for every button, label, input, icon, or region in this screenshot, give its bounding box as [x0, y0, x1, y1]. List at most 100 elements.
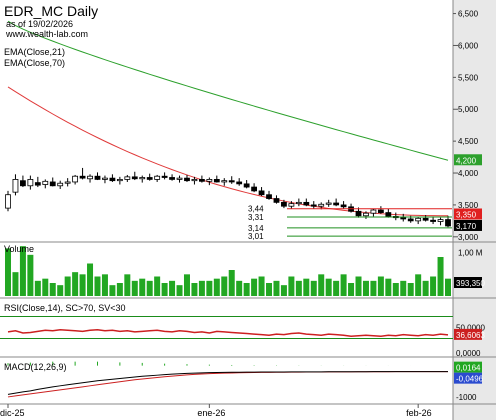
candle-body: [131, 176, 138, 180]
volume-bar: [198, 280, 205, 296]
candle-body: [213, 179, 220, 183]
volume-bar: [19, 246, 26, 296]
candle-body: [310, 204, 317, 207]
volume-bar: [87, 263, 94, 296]
rsi-line: [7, 328, 449, 338]
candle-body: [221, 180, 228, 183]
rsi-tick-label: 50,0000: [456, 324, 485, 333]
candle-body: [139, 177, 146, 180]
volume-bar: [213, 278, 220, 296]
volume-bar: [258, 276, 265, 296]
volume-bar: [27, 254, 34, 296]
volume-bar: [370, 280, 377, 296]
last-price-badge: 3,350: [456, 210, 477, 219]
candle-body: [273, 198, 280, 203]
price-minor-tick-label: 3,500: [458, 201, 479, 210]
macd-title: MACD(12,26,9): [4, 362, 67, 372]
candle-body: [154, 175, 161, 180]
ema21-legend: EMA(Close,21): [4, 47, 65, 57]
rsi-pane: 50,0000 0,0000 36,6063: [0, 316, 485, 358]
volume-bar: [385, 278, 392, 296]
candle-body: [109, 177, 116, 182]
as-of-date: as of 19/02/2026: [6, 19, 73, 29]
ema21-value-badge: 3,170: [456, 222, 477, 231]
macd-tick-label: -1000: [456, 393, 477, 402]
volume-bar: [139, 278, 146, 296]
volume-bar: [79, 274, 86, 296]
price-tick-label: 5,000: [458, 105, 479, 114]
volume-tick-label: 1,00 M: [458, 249, 483, 258]
volume-title: Volume: [4, 244, 34, 254]
volume-bar: [362, 280, 369, 296]
support-level-label: 3,14: [248, 224, 264, 233]
volume-bar: [288, 276, 295, 296]
macd-value-badge-bg: [454, 361, 482, 373]
candle-body: [206, 179, 213, 182]
volume-bar: [400, 280, 407, 296]
candle-body: [161, 175, 168, 178]
volume-bar: [5, 248, 11, 296]
candle-body: [385, 212, 392, 217]
volume-bar: [72, 272, 79, 296]
ema70-value-badge-bg: [454, 154, 482, 166]
volume-bar: [191, 283, 198, 296]
candle-body: [72, 175, 79, 183]
volume-bar: [415, 274, 422, 296]
volume-bar: [251, 278, 258, 296]
site-url: www.wealth-lab.com: [5, 29, 88, 39]
candle-body: [243, 183, 250, 188]
candle-body: [266, 194, 272, 199]
volume-bar: [154, 276, 161, 296]
candle-body: [191, 179, 198, 182]
volume-bar: [183, 274, 190, 296]
x-tick-label: feb-26: [406, 408, 432, 418]
volume-bar: [355, 276, 362, 296]
volume-bar: [303, 278, 310, 296]
ema70-legend: EMA(Close,70): [4, 58, 65, 68]
volume-value-badge: 393,350: [456, 279, 485, 288]
ema21-value-badge-bg: [454, 219, 482, 231]
ema21-line: [7, 86, 449, 217]
rsi-tick-label: 0,0000: [456, 349, 481, 358]
candle-body: [295, 201, 302, 205]
price-tick-label: 4,000: [458, 169, 479, 178]
candle-body: [422, 217, 429, 221]
volume-bar: [116, 283, 123, 296]
candle-body: [79, 175, 86, 179]
macd-signal-badge-bg: [454, 372, 482, 384]
volume-bar: [422, 280, 429, 296]
candle-body: [57, 182, 64, 187]
candle-body: [42, 180, 49, 185]
candle-body: [288, 203, 295, 207]
candle-body: [87, 175, 93, 180]
candle-body: [340, 204, 347, 208]
candle-body: [281, 201, 287, 207]
candle-body: [169, 177, 175, 180]
x-tick-label: ene-26: [197, 408, 225, 418]
volume-bar: [94, 276, 101, 296]
volume-bar: [131, 280, 138, 296]
candle-body: [415, 217, 422, 222]
volume-bar: [236, 280, 243, 296]
volume-bar: [430, 276, 437, 296]
volume-bar: [146, 280, 153, 296]
candle-body: [27, 179, 34, 187]
volume-bar: [42, 278, 49, 296]
candle-body: [198, 179, 205, 182]
volume-bar: [12, 272, 19, 296]
candle-body: [5, 194, 11, 209]
volume-bar: [266, 283, 273, 296]
support-level-label: 3,44: [248, 205, 264, 214]
volume-bar: [377, 276, 384, 296]
ema70-line: [7, 20, 449, 161]
candle-body: [303, 201, 310, 206]
candle-body: [437, 219, 444, 222]
volume-bar: [109, 285, 116, 296]
volume-value-badge-bg: [454, 277, 482, 288]
candle-body: [333, 202, 340, 206]
support-level-label: 3,31: [248, 213, 264, 222]
volume-bar: [340, 274, 347, 296]
last-price-badge-bg: [454, 208, 482, 220]
candle-body: [370, 209, 377, 214]
candle-body: [49, 181, 56, 187]
